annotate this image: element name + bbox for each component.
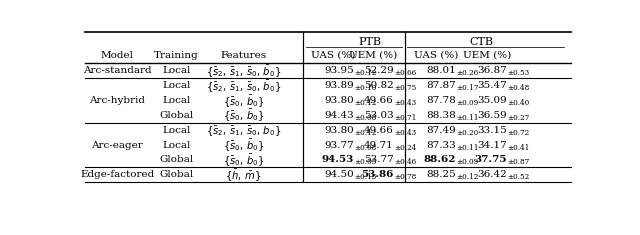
Text: ±0.53: ±0.53	[507, 69, 529, 78]
Text: CTB: CTB	[469, 37, 493, 47]
Text: 35.47: 35.47	[477, 81, 507, 90]
Text: $\{\bar{s}_0,\,\bar{b}_0\}$: $\{\bar{s}_0,\,\bar{b}_0\}$	[223, 107, 264, 123]
Text: ±0.66: ±0.66	[394, 69, 416, 78]
Text: Local: Local	[163, 81, 191, 90]
Text: 37.75: 37.75	[474, 155, 507, 164]
Text: ±0.26: ±0.26	[456, 69, 479, 78]
Text: ±0.78: ±0.78	[394, 173, 416, 181]
Text: 53.03: 53.03	[364, 111, 394, 120]
Text: 94.50: 94.50	[324, 170, 354, 179]
Text: $\{\bar{s}_2,\,\bar{s}_1,\,\bar{s}_0,\,\bar{b}_0\}$: $\{\bar{s}_2,\,\bar{s}_1,\,\bar{s}_0,\,\…	[206, 122, 282, 138]
Text: ±0.46: ±0.46	[394, 158, 416, 166]
Text: 93.80: 93.80	[324, 96, 354, 105]
Text: 33.15: 33.15	[477, 126, 507, 135]
Text: 49.71: 49.71	[364, 141, 394, 150]
Text: ±0.48: ±0.48	[507, 84, 529, 92]
Text: 93.95: 93.95	[324, 67, 354, 75]
Text: 53.77: 53.77	[364, 155, 394, 164]
Text: 53.86: 53.86	[361, 170, 394, 179]
Text: Local: Local	[163, 96, 191, 105]
Text: 93.89: 93.89	[324, 81, 354, 90]
Text: UEM (%): UEM (%)	[349, 51, 397, 60]
Text: ±0.40: ±0.40	[507, 99, 529, 107]
Text: $\{\bar{s}_0,\,\bar{b}_0\}$: $\{\bar{s}_0,\,\bar{b}_0\}$	[223, 93, 264, 109]
Text: 87.33: 87.33	[426, 141, 456, 150]
Text: 87.78: 87.78	[426, 96, 456, 105]
Text: 88.62: 88.62	[424, 155, 456, 164]
Text: Local: Local	[163, 126, 191, 135]
Text: ±0.12: ±0.12	[355, 99, 377, 107]
Text: Local: Local	[163, 141, 191, 150]
Text: 94.53: 94.53	[321, 155, 354, 164]
Text: $\{\bar{s}_0,\,\bar{b}_0\}$: $\{\bar{s}_0,\,\bar{b}_0\}$	[223, 152, 264, 168]
Text: ±0.72: ±0.72	[507, 129, 529, 137]
Text: ±0.08: ±0.08	[355, 114, 376, 122]
Text: ±0.87: ±0.87	[507, 158, 529, 166]
Text: 88.25: 88.25	[426, 170, 456, 179]
Text: 36.42: 36.42	[477, 170, 507, 179]
Text: ±0.08: ±0.08	[355, 144, 376, 152]
Text: 35.09: 35.09	[477, 96, 507, 105]
Text: ±0.43: ±0.43	[394, 129, 416, 137]
Text: ±0.24: ±0.24	[394, 144, 416, 152]
Text: Arc-standard: Arc-standard	[83, 67, 152, 75]
Text: 34.17: 34.17	[477, 141, 507, 150]
Text: 52.29: 52.29	[364, 67, 394, 75]
Text: ±0.12: ±0.12	[355, 69, 377, 78]
Text: 49.66: 49.66	[364, 126, 394, 135]
Text: Global: Global	[159, 170, 194, 179]
Text: ±0.43: ±0.43	[394, 99, 416, 107]
Text: 94.43: 94.43	[324, 111, 354, 120]
Text: Arc-eager: Arc-eager	[92, 141, 143, 150]
Text: ±0.05: ±0.05	[355, 158, 376, 166]
Text: Arc-hybrid: Arc-hybrid	[89, 96, 145, 105]
Text: $\{\bar{s}_2,\,\bar{s}_1,\,\bar{s}_0,\,\bar{b}_0\}$: $\{\bar{s}_2,\,\bar{s}_1,\,\bar{s}_0,\,\…	[206, 78, 282, 94]
Text: ±0.11: ±0.11	[456, 144, 479, 152]
Text: UAS (%): UAS (%)	[414, 51, 458, 60]
Text: 88.38: 88.38	[426, 111, 456, 120]
Text: ±0.11: ±0.11	[456, 114, 479, 122]
Text: 93.77: 93.77	[324, 141, 354, 150]
Text: Features: Features	[221, 51, 267, 60]
Text: 88.01: 88.01	[426, 67, 456, 75]
Text: 36.87: 36.87	[477, 67, 507, 75]
Text: ±0.10: ±0.10	[355, 84, 377, 92]
Text: Model: Model	[100, 51, 134, 60]
Text: ±0.09: ±0.09	[456, 158, 479, 166]
Text: UEM (%): UEM (%)	[463, 51, 511, 60]
Text: Global: Global	[159, 155, 194, 164]
Text: $\{\bar{h},\,\bar{m}\}$: $\{\bar{h},\,\bar{m}\}$	[225, 167, 262, 183]
Text: ±0.12: ±0.12	[456, 173, 479, 181]
Text: 93.80: 93.80	[324, 126, 354, 135]
Text: Edge-factored: Edge-factored	[80, 170, 154, 179]
Text: UAS (%): UAS (%)	[311, 51, 355, 60]
Text: PTB: PTB	[358, 37, 381, 47]
Text: $\{\bar{s}_0,\,\bar{b}_0\}$: $\{\bar{s}_0,\,\bar{b}_0\}$	[223, 137, 264, 153]
Text: Global: Global	[159, 111, 194, 120]
Text: ±0.09: ±0.09	[456, 99, 479, 107]
Text: ±0.52: ±0.52	[507, 173, 529, 181]
Text: Training: Training	[154, 51, 199, 60]
Text: $\{\bar{s}_2,\,\bar{s}_1,\,\bar{s}_0,\,\bar{b}_0\}$: $\{\bar{s}_2,\,\bar{s}_1,\,\bar{s}_0,\,\…	[206, 63, 282, 79]
Text: ±0.71: ±0.71	[394, 114, 417, 122]
Text: 87.87: 87.87	[426, 81, 456, 90]
Text: ±0.41: ±0.41	[507, 144, 529, 152]
Text: ±0.12: ±0.12	[355, 129, 377, 137]
Text: 49.66: 49.66	[364, 96, 394, 105]
Text: ±0.17: ±0.17	[456, 84, 479, 92]
Text: 36.59: 36.59	[477, 111, 507, 120]
Text: Local: Local	[163, 67, 191, 75]
Text: ±0.75: ±0.75	[394, 84, 416, 92]
Text: ±0.13: ±0.13	[355, 173, 376, 181]
Text: 87.49: 87.49	[426, 126, 456, 135]
Text: ±0.20: ±0.20	[456, 129, 479, 137]
Text: ±0.27: ±0.27	[507, 114, 529, 122]
Text: 50.82: 50.82	[364, 81, 394, 90]
